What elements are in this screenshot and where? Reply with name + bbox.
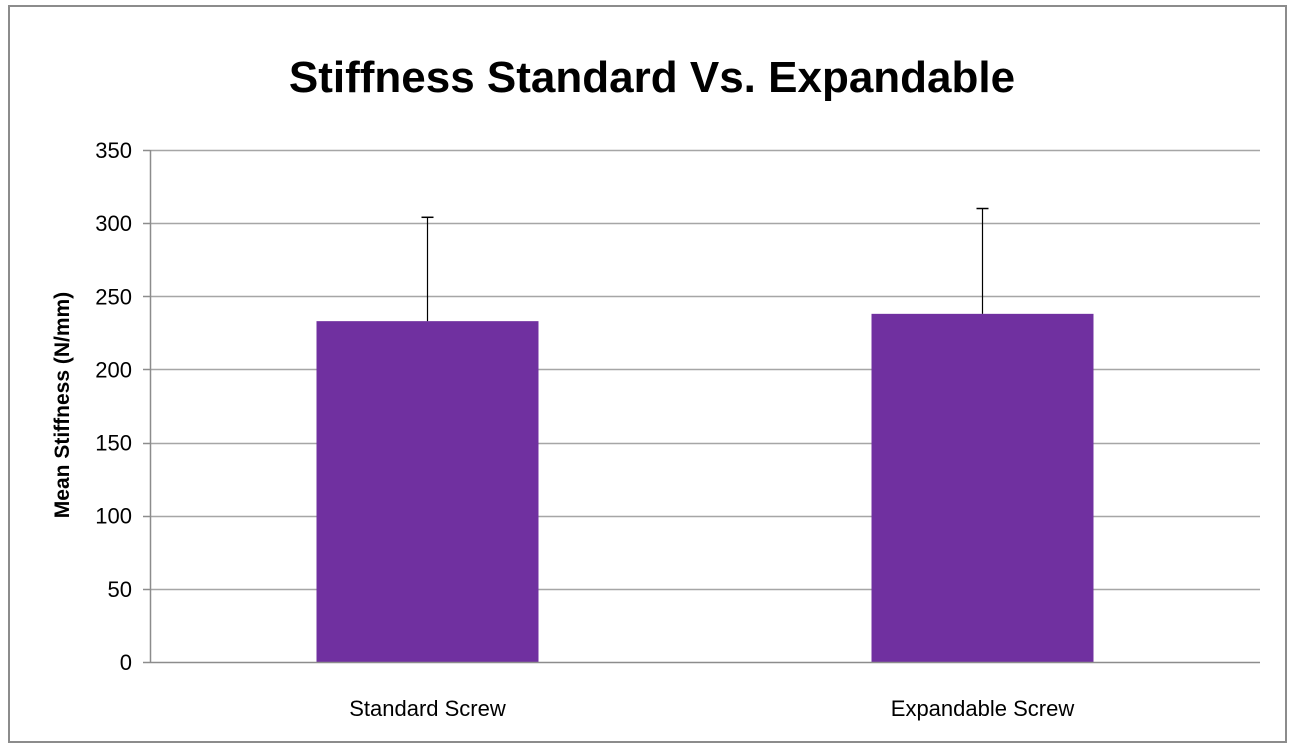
axes [143, 149, 1260, 664]
y-tick-label-200: 200 [95, 357, 132, 382]
bar-standard-screw [316, 321, 539, 662]
y-axis-label: Mean Stiffness (N/mm) [51, 292, 74, 518]
x-tick-label-expandable-screw: Expandable Screw [891, 696, 1075, 721]
error-bars [421, 207, 989, 322]
y-tick-label-100: 100 [95, 504, 132, 529]
x-tick-label-standard-screw: Standard Screw [349, 696, 506, 721]
axis-labels: 0 50 100 150 200 250 300 350 Standard Screw Expan… [95, 138, 1074, 721]
bar-expandable-screw [871, 313, 1094, 662]
chart-title: Stiffness Standard Vs. Expandable [289, 53, 1015, 102]
y-tick-label-50: 50 [108, 577, 132, 602]
y-tick-label-350: 350 [95, 138, 132, 163]
bars [316, 313, 1094, 662]
y-tick-label-150: 150 [95, 431, 132, 456]
y-tick-label-250: 250 [95, 284, 132, 309]
y-tick-label-0: 0 [120, 650, 132, 675]
y-tick-label-300: 300 [95, 211, 132, 236]
